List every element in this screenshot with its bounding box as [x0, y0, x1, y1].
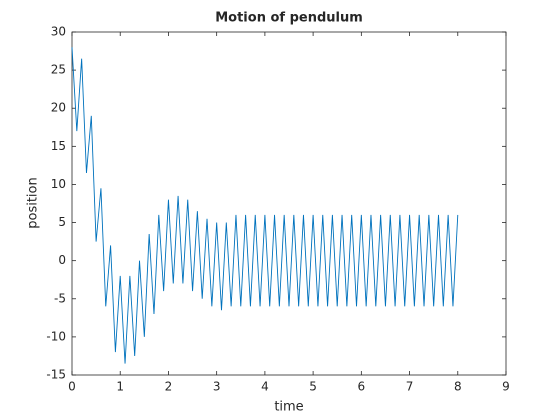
y-tick-label: 5: [58, 215, 66, 229]
x-tick-label: 3: [213, 380, 221, 394]
data-line: [71, 47, 459, 364]
y-tick-label: 10: [51, 177, 66, 191]
x-tick-label: 6: [358, 380, 366, 394]
x-tick-label: 7: [406, 380, 414, 394]
y-tick-label: 20: [51, 101, 66, 115]
x-tick-label: 4: [261, 380, 269, 394]
x-tick-label: 1: [116, 380, 124, 394]
x-tick-label: 0: [68, 380, 76, 394]
y-tick-label: 0: [58, 253, 66, 267]
y-tick-label: -10: [46, 329, 66, 343]
y-axis-label: position: [26, 177, 41, 229]
x-tick-label: 9: [502, 380, 510, 394]
x-tick-label: 2: [165, 380, 173, 394]
x-tick-label: 5: [309, 380, 317, 394]
y-tick-label: 15: [51, 139, 66, 153]
y-tick-label: 25: [51, 63, 66, 77]
x-tick-label: 8: [454, 380, 462, 394]
y-tick-label: 30: [51, 25, 66, 39]
y-tick-label: -15: [46, 368, 66, 382]
y-tick-label: -5: [54, 291, 66, 305]
plot-box: [71, 31, 507, 376]
chart-title: Motion of pendulum: [215, 11, 363, 26]
x-axis-label: time: [274, 400, 303, 415]
